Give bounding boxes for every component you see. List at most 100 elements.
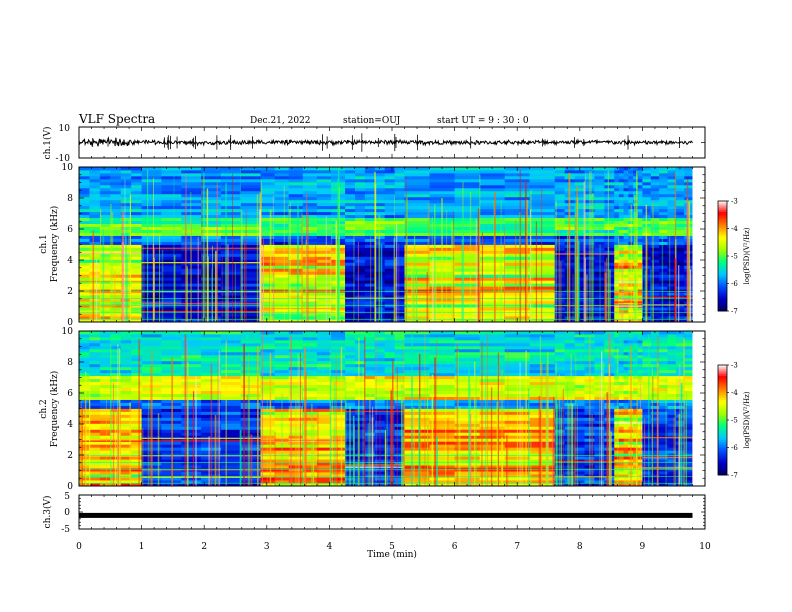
- heatmap-cell: [89, 390, 101, 394]
- heatmap-cell: [110, 372, 122, 377]
- heatmap-cell: [594, 465, 605, 469]
- heatmap-cell: [99, 244, 111, 248]
- heatmap-cell: [614, 259, 620, 263]
- heatmap-cell: [384, 372, 396, 377]
- heatmap-cell: [260, 265, 276, 269]
- heatmap-cell: [201, 408, 222, 412]
- heatmap-cell: [274, 205, 290, 210]
- heatmap-cell: [618, 301, 625, 305]
- colorbar-cell: [718, 210, 727, 213]
- heatmap-cell: [659, 253, 668, 257]
- heatmap-streak: [314, 269, 317, 322]
- heatmap-cell: [181, 232, 202, 236]
- heatmap-cell: [364, 247, 376, 251]
- heatmap-cell: [288, 184, 304, 189]
- heatmap-streak: [241, 230, 243, 322]
- heatmap-cell: [564, 351, 575, 356]
- heatmap-cell: [574, 298, 585, 302]
- heatmap-cell: [141, 304, 162, 308]
- heatmap-cell: [394, 217, 405, 222]
- heatmap-cell: [110, 181, 122, 186]
- heatmap-cell: [110, 253, 122, 257]
- heatmap-cell: [479, 402, 506, 406]
- heatmap-cell: [404, 393, 430, 397]
- heatmap-cell: [79, 319, 90, 323]
- heatmap-cell: [345, 310, 356, 314]
- heatmap-cell: [274, 241, 290, 245]
- heatmap-cell: [574, 381, 585, 386]
- heatmap-cell: [354, 298, 366, 302]
- heatmap-cell: [404, 187, 430, 192]
- heatmap-cell: [614, 175, 620, 180]
- heatmap-cell: [394, 339, 405, 344]
- heatmap-cell: [384, 396, 396, 400]
- heatmap-cell: [364, 167, 376, 171]
- heatmap-cell: [529, 250, 556, 254]
- heatmap-cell: [584, 423, 595, 427]
- heatmap-cell: [394, 438, 405, 442]
- heatmap-cell: [99, 208, 111, 213]
- heatmap-streak: [307, 212, 309, 322]
- heatmap-cell: [554, 480, 566, 484]
- heatmap-cell: [529, 375, 556, 380]
- heatmap-cell: [288, 301, 304, 305]
- heatmap-cell: [404, 310, 430, 314]
- heatmap-cell: [618, 172, 625, 177]
- heatmap-cell: [120, 396, 132, 400]
- heatmap-cell: [345, 259, 356, 263]
- heatmap-cell: [201, 241, 222, 245]
- heatmap-cell: [384, 235, 396, 239]
- heatmap-cell: [574, 357, 585, 362]
- heatmap-cell: [594, 280, 605, 284]
- heatmap-cell: [161, 202, 182, 207]
- heatmap-cell: [345, 283, 356, 287]
- heatmap-cell: [394, 235, 405, 239]
- heatmap-cell: [504, 226, 531, 230]
- heatmap-cell: [89, 223, 101, 228]
- heatmap-cell: [316, 256, 332, 260]
- colorbar-cell: [718, 300, 727, 303]
- heatmap-cell: [479, 253, 506, 257]
- heatmap-cell: [574, 187, 585, 192]
- heatmap-cell: [79, 357, 90, 362]
- heatmap-cell: [504, 205, 531, 210]
- heatmap-cell: [584, 310, 595, 314]
- heatmap-cell: [89, 465, 101, 469]
- heatmap-cell: [316, 468, 332, 472]
- heatmap-cell: [288, 396, 304, 400]
- heatmap-cell: [288, 295, 304, 299]
- heatmap-cell: [288, 256, 304, 260]
- heatmap-cell: [584, 298, 595, 302]
- heatmap-cell: [564, 339, 575, 344]
- heatmap-cell: [504, 199, 531, 204]
- heatmap-cell: [99, 196, 111, 201]
- heatmap-cell: [274, 190, 290, 195]
- heatmap-cell: [99, 169, 111, 174]
- heatmap-cell: [684, 178, 693, 183]
- heatmap-cell: [120, 181, 132, 186]
- heatmap-streak: [412, 271, 414, 322]
- heatmap-cell: [684, 190, 693, 195]
- heatmap-cell: [529, 232, 556, 236]
- heatmap-cell: [99, 396, 111, 400]
- heatmap-streak: [504, 227, 505, 322]
- heatmap-cell: [675, 277, 685, 281]
- heatmap-cell: [354, 414, 366, 418]
- heatmap-cell: [131, 223, 142, 228]
- heatmap-cell: [594, 336, 605, 341]
- heatmap-cell: [302, 399, 318, 403]
- heatmap-cell: [99, 292, 111, 296]
- heatmap-cell: [594, 244, 605, 248]
- heatmap-cell: [99, 304, 111, 308]
- heatmap-cell: [288, 298, 304, 302]
- heatmap-cell: [479, 181, 506, 186]
- heatmap-cell: [394, 363, 405, 368]
- heatmap-cell: [429, 184, 455, 189]
- heatmap-cell: [479, 444, 506, 448]
- heatmap-cell: [454, 351, 481, 356]
- heatmap-cell: [110, 319, 122, 323]
- heatmap-cell: [594, 211, 605, 216]
- heatmap-cell: [345, 387, 356, 392]
- heatmap-cell: [120, 423, 132, 427]
- heatmap-cell: [623, 292, 629, 296]
